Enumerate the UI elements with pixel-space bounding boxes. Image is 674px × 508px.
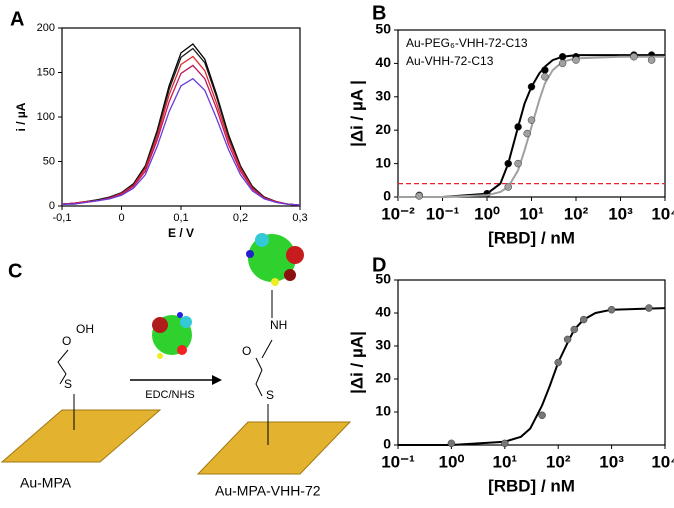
data-point [558, 52, 567, 61]
voltammogram [61, 43, 301, 206]
data-point [501, 439, 509, 448]
data-point [447, 439, 456, 448]
x-tick-label: 10⁰ [474, 204, 500, 223]
x-tick-label: 10⁻² [381, 204, 415, 223]
y-tick-label: 150 [37, 66, 55, 78]
y-axis-title: |Δi / µA | [347, 80, 366, 147]
atom: S [64, 377, 72, 391]
y-tick-label: 30 [375, 337, 391, 353]
x-tick-label: 10⁻¹ [381, 452, 415, 471]
y-tick-label: 30 [375, 88, 391, 104]
caption: Au-MPA-VHH-72 [215, 483, 321, 499]
voltammogram [61, 47, 301, 206]
x-tick-label: 10³ [608, 204, 633, 223]
data-point [527, 83, 536, 91]
y-tick-label: 0 [383, 436, 391, 452]
data-point [554, 358, 562, 367]
y-tick-label: 50 [43, 155, 55, 167]
data-point [415, 192, 423, 200]
x-tick-label: 0,2 [233, 212, 248, 224]
panel-letter: A [10, 8, 24, 30]
x-axis-title: E / V [168, 226, 194, 240]
x-tick-label: 10¹ [519, 204, 544, 223]
legend-entry: Au-VHH-72-C13 [406, 54, 494, 68]
panel-letter: B [372, 2, 386, 24]
data-point [570, 325, 579, 334]
protein [152, 312, 192, 359]
gold-surface [0, 409, 162, 463]
y-axis-title: |Δi / µA| [347, 331, 366, 394]
x-tick-label: 10¹ [493, 452, 518, 471]
caption: Au-MPA [20, 475, 72, 491]
reagent: EDC/NHS [145, 389, 195, 401]
data-point [607, 305, 616, 314]
data-point [579, 315, 588, 324]
gold-surface [196, 421, 352, 475]
chain [57, 349, 75, 430]
legend-entry: Au-PEG₆-VHH-72-C13 [406, 36, 528, 50]
data-point [527, 116, 536, 124]
atom: O [242, 344, 251, 358]
atom: NH [270, 318, 287, 332]
x-tick-label: 10³ [599, 452, 624, 471]
data-point [504, 159, 512, 168]
panel-letter: D [372, 254, 386, 276]
x-axis-title: [RBD] / nM [488, 228, 575, 247]
data-point [523, 129, 531, 138]
data-point [563, 335, 572, 344]
x-tick-label: 10² [546, 452, 571, 471]
arrow-head [212, 375, 222, 385]
panel-c: C S O OH S O NH EDC/NHS Au-MPA Au-MPA-VH… [0, 233, 352, 499]
data-point [647, 56, 656, 64]
protein [246, 233, 304, 286]
x-tick-label: 0,3 [292, 212, 307, 224]
panel-letter: C [8, 260, 22, 282]
fit-curve [398, 55, 665, 198]
data-point [538, 411, 546, 420]
y-tick-label: 10 [375, 403, 391, 419]
atom: OH [76, 322, 94, 336]
x-tick-label: 10⁻¹ [426, 204, 460, 223]
data-point [514, 159, 522, 168]
y-tick-label: 40 [375, 304, 391, 320]
voltammogram [62, 77, 301, 206]
x-tick-label: 10⁰ [439, 452, 465, 471]
x-tick-label: 10² [564, 204, 589, 223]
data-point [514, 123, 522, 131]
data-point [630, 52, 638, 61]
x-tick-label: 10⁴ [651, 204, 674, 223]
y-tick-label: 50 [375, 21, 391, 37]
atom: O [62, 334, 71, 348]
data-point [541, 66, 549, 74]
y-axis-title: i / µA [14, 102, 28, 131]
panel: B 0 10 20 30 40 50 10⁻² 10⁻¹ 10⁰ 10¹ 10² 10³ 10⁴ [RBD]… [347, 2, 674, 247]
y-tick-label: 20 [375, 121, 391, 137]
x-tick-label: 10⁴ [651, 452, 674, 471]
plot-frame [397, 279, 666, 446]
fit-curve [398, 307, 666, 446]
y-tick-label: 50 [375, 271, 391, 287]
x-tick-label: 0,1 [173, 212, 188, 224]
y-tick-label: 20 [375, 370, 391, 386]
data-point [572, 56, 580, 64]
data-point [558, 59, 567, 68]
y-tick-label: 40 [375, 54, 391, 70]
x-axis-title: [RBD] / nM [488, 476, 575, 495]
data-point [504, 183, 512, 191]
y-tick-label: 200 [37, 22, 55, 34]
atom: S [266, 388, 274, 402]
y-tick-label: 0 [383, 188, 391, 204]
data-point [645, 304, 653, 312]
chain [255, 290, 273, 445]
y-tick-label: 100 [37, 111, 55, 123]
data-point [541, 73, 549, 81]
voltammogram [61, 55, 301, 206]
y-tick-label: 0 [49, 200, 55, 212]
x-tick-label: -0,1 [53, 212, 72, 224]
panel: D 0 10 20 30 40 50 10⁻¹ 10⁰ 10¹ 10² 10³ 10⁴ [RBD] / n… [347, 254, 674, 495]
y-tick-label: 10 [375, 154, 391, 170]
x-tick-label: 0 [118, 212, 124, 224]
